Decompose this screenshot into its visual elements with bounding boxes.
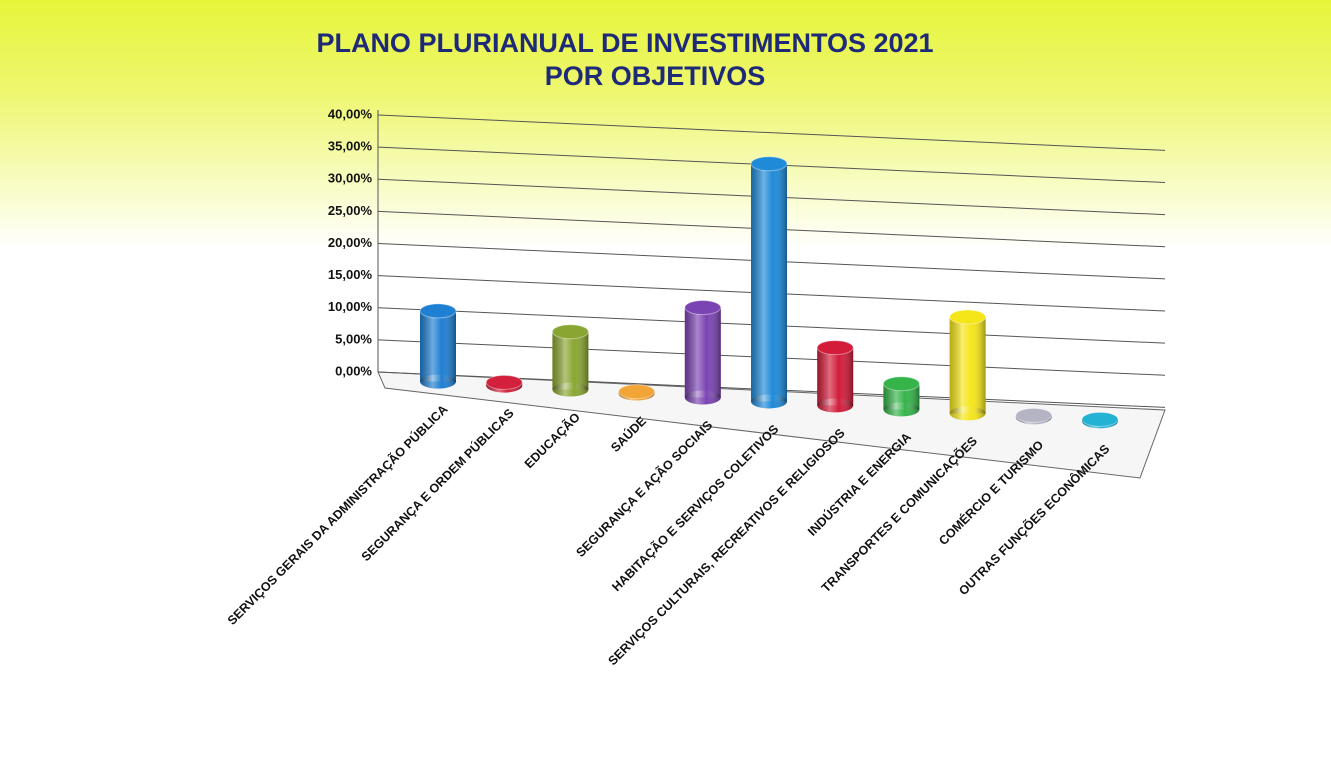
bar-top [618,384,656,400]
bar-top [1015,407,1053,423]
bar-bottom-shade [949,406,986,421]
chart-title: PLANO PLURIANUAL DE INVESTIMENTOS 2021 [316,28,933,58]
bar-shade [420,310,456,382]
bar-shade [949,317,986,414]
bar-shade [751,163,787,402]
bar-bottom-shade [817,398,854,413]
bar [1081,411,1119,429]
bar-bottom-shade [883,402,920,417]
bar [949,309,987,421]
y-tick-label: 15,00% [328,267,373,282]
bar-top [684,300,722,316]
bar-top [419,303,457,319]
chart-title: POR OBJETIVOS [545,61,766,91]
y-tick-label: 30,00% [328,171,373,186]
bar-bottom-shade [684,390,721,405]
bar-top [949,309,987,325]
bar-bottom-shade [552,382,589,397]
bar-top [485,374,523,390]
bar-top [816,340,854,356]
bar-shade [552,331,589,390]
bar [1015,407,1053,425]
y-tick-label: 0,00% [335,363,372,378]
bar-top [551,324,589,340]
bar [816,340,854,413]
bar-bottom-shade [420,374,456,389]
y-tick-label: 25,00% [328,203,373,218]
y-tick-label: 5,00% [335,331,372,346]
bar [684,300,722,405]
bar [882,376,920,417]
bar-top [882,376,920,392]
bar-top [750,156,788,172]
bar-bottom-shade [751,394,787,409]
y-tick-label: 35,00% [328,139,373,154]
bar [750,156,788,409]
bar-top [1081,411,1119,427]
y-tick-label: 20,00% [328,235,373,250]
y-tick-label: 10,00% [328,299,373,314]
bar [485,374,523,393]
bar-shade [817,347,854,406]
grid-line [377,114,1166,151]
bar [551,324,589,397]
bar-shade [684,307,721,398]
bar [618,384,656,401]
y-tick-label: 40,00% [328,106,373,121]
bar [419,303,457,389]
